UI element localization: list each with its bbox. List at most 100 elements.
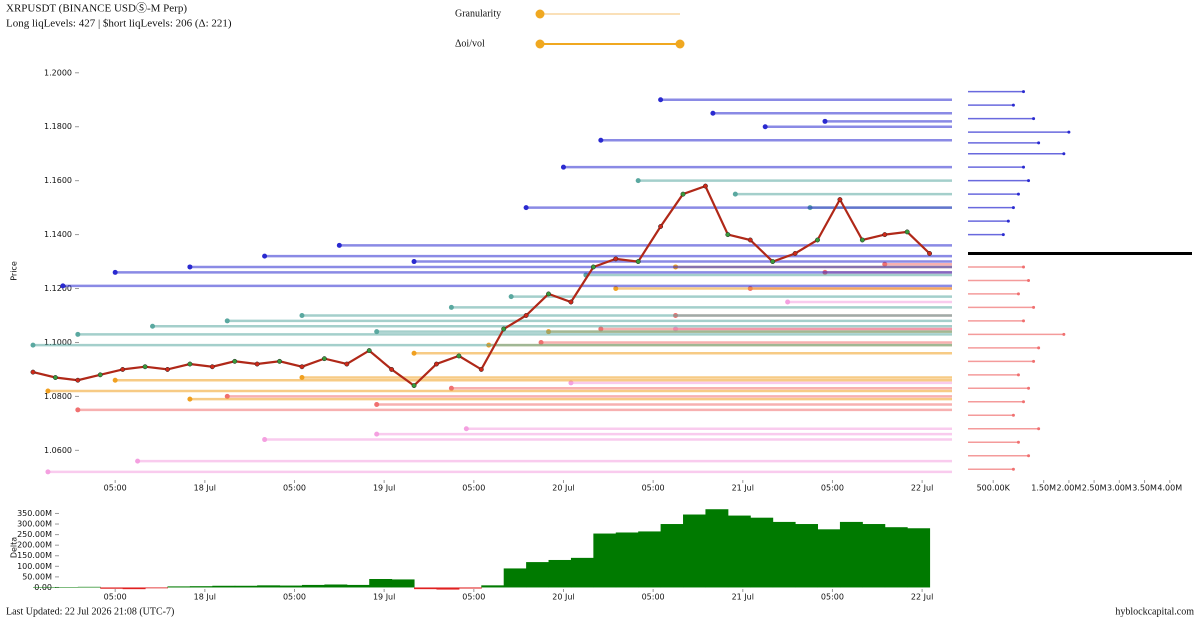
liq-dot: [635, 178, 641, 184]
liq-dot: [882, 261, 888, 267]
x-tick-label: 4.00M: [1157, 484, 1182, 493]
price-dot: [882, 232, 888, 238]
delta-bar: [683, 514, 706, 588]
site: hyblockcapital.com: [1115, 606, 1194, 617]
volume-dot: [1062, 332, 1066, 336]
liq-dot: [508, 294, 514, 300]
price-dot: [456, 353, 462, 359]
x-tick-label: 05:00: [283, 484, 306, 493]
price-dot: [546, 291, 551, 297]
price-dot: [501, 326, 507, 332]
volume-dot: [1062, 152, 1066, 156]
delta-bar: [907, 528, 931, 588]
price-dot: [75, 377, 81, 383]
slider-label: Δoi/vol: [455, 38, 485, 49]
price-dot: [568, 299, 574, 305]
y-tick-label: 1.1800: [44, 122, 72, 131]
y-tick-label: 100.00M: [17, 562, 52, 571]
delta-bar: [301, 584, 325, 588]
price-dot: [658, 224, 664, 229]
price-dot: [209, 364, 215, 370]
liq-dot: [374, 401, 380, 407]
price-dot: [680, 191, 686, 197]
slider-handle[interactable]: [535, 39, 545, 49]
delta-bar: [189, 586, 213, 588]
liq-dot: [598, 326, 604, 332]
volume-dot: [1006, 219, 1010, 223]
y-tick-label: 1.2000: [44, 68, 72, 77]
y-tick-label: 1.1200: [44, 284, 72, 293]
liq-dot: [336, 242, 342, 248]
liq-dot: [448, 304, 454, 310]
volume-dot: [1011, 467, 1015, 471]
y-tick-label: 1.1000: [44, 338, 72, 347]
liq-dot: [299, 375, 305, 381]
x-tick-label: 20 Jul: [552, 484, 574, 493]
price-dot: [321, 356, 327, 362]
delta-bar: [503, 568, 527, 588]
delta-bar: [481, 585, 505, 588]
delta-bar: [324, 584, 348, 588]
x-tick-label: 05:00: [104, 593, 127, 602]
price-dot: [815, 237, 820, 243]
liq-dot: [262, 253, 268, 259]
y-tick-label: 1.1600: [44, 176, 72, 185]
slider-handle[interactable]: [535, 9, 545, 19]
price-dot: [613, 256, 619, 262]
delta-bar: [257, 585, 281, 588]
title: XRPUSDT (BINANCE USDⓈ-M Perp): [6, 2, 187, 15]
delta-bar: [77, 586, 101, 588]
volume-dot: [1037, 141, 1041, 145]
delta-bar: [727, 515, 751, 588]
slider-handle[interactable]: [675, 39, 685, 49]
volume-dot: [1037, 427, 1041, 431]
x-tick-label: 21 Jul: [732, 593, 754, 602]
liq-dot: [598, 137, 604, 143]
delta-bar: [884, 527, 908, 588]
volume-dot: [1021, 90, 1025, 94]
volume-dot: [1032, 305, 1036, 309]
x-tick-label: 3.00M: [1107, 484, 1132, 493]
price-dot: [120, 366, 126, 372]
volume-dot: [1011, 103, 1015, 107]
price-dot: [434, 361, 439, 367]
y-tick-label: 300.00M: [17, 520, 52, 529]
liq-dot: [45, 388, 51, 394]
volume-dot: [1032, 359, 1036, 363]
volume-dot: [1027, 386, 1031, 390]
volume-dot: [1027, 278, 1031, 282]
delta-bar: [593, 533, 617, 588]
liq-dot: [299, 312, 305, 318]
liq-dot: [224, 393, 230, 399]
x-tick-label: 2.50M: [1082, 484, 1107, 493]
price-dot: [770, 259, 776, 265]
delta-bar: [862, 524, 886, 588]
delta-bar: [638, 531, 662, 588]
liq-dot: [30, 342, 36, 348]
price-dot: [142, 364, 148, 370]
liq-dot: [75, 331, 81, 337]
y-tick-label: 1.0600: [44, 446, 72, 455]
price-dot: [277, 358, 283, 364]
liq-dot: [785, 299, 791, 305]
liq-dot: [732, 191, 738, 197]
liq-dot: [45, 469, 51, 475]
x-tick-label: 1.50M: [1031, 484, 1056, 493]
delta-bar: [279, 585, 303, 588]
x-tick-label: 05:00: [642, 484, 665, 493]
x-tick-label: 21 Jul: [732, 484, 754, 493]
subtitle: Long liqLevels: 427 | $hort liqLevels: 2…: [6, 18, 232, 30]
delta-bar: [795, 524, 819, 588]
y-tick-label: 250.00M: [17, 530, 52, 539]
volume-dot: [1027, 179, 1031, 183]
x-tick-label: 19 Jul: [373, 593, 395, 602]
liq-dot: [187, 264, 193, 270]
x-tick-label: 05:00: [104, 484, 127, 493]
price-dot: [389, 366, 395, 372]
x-tick-label: 22 Jul: [911, 593, 933, 602]
liq-dot: [262, 437, 268, 443]
delta-bar: [167, 586, 191, 588]
delta-bar: [436, 587, 460, 590]
volume-dot: [1021, 400, 1025, 404]
